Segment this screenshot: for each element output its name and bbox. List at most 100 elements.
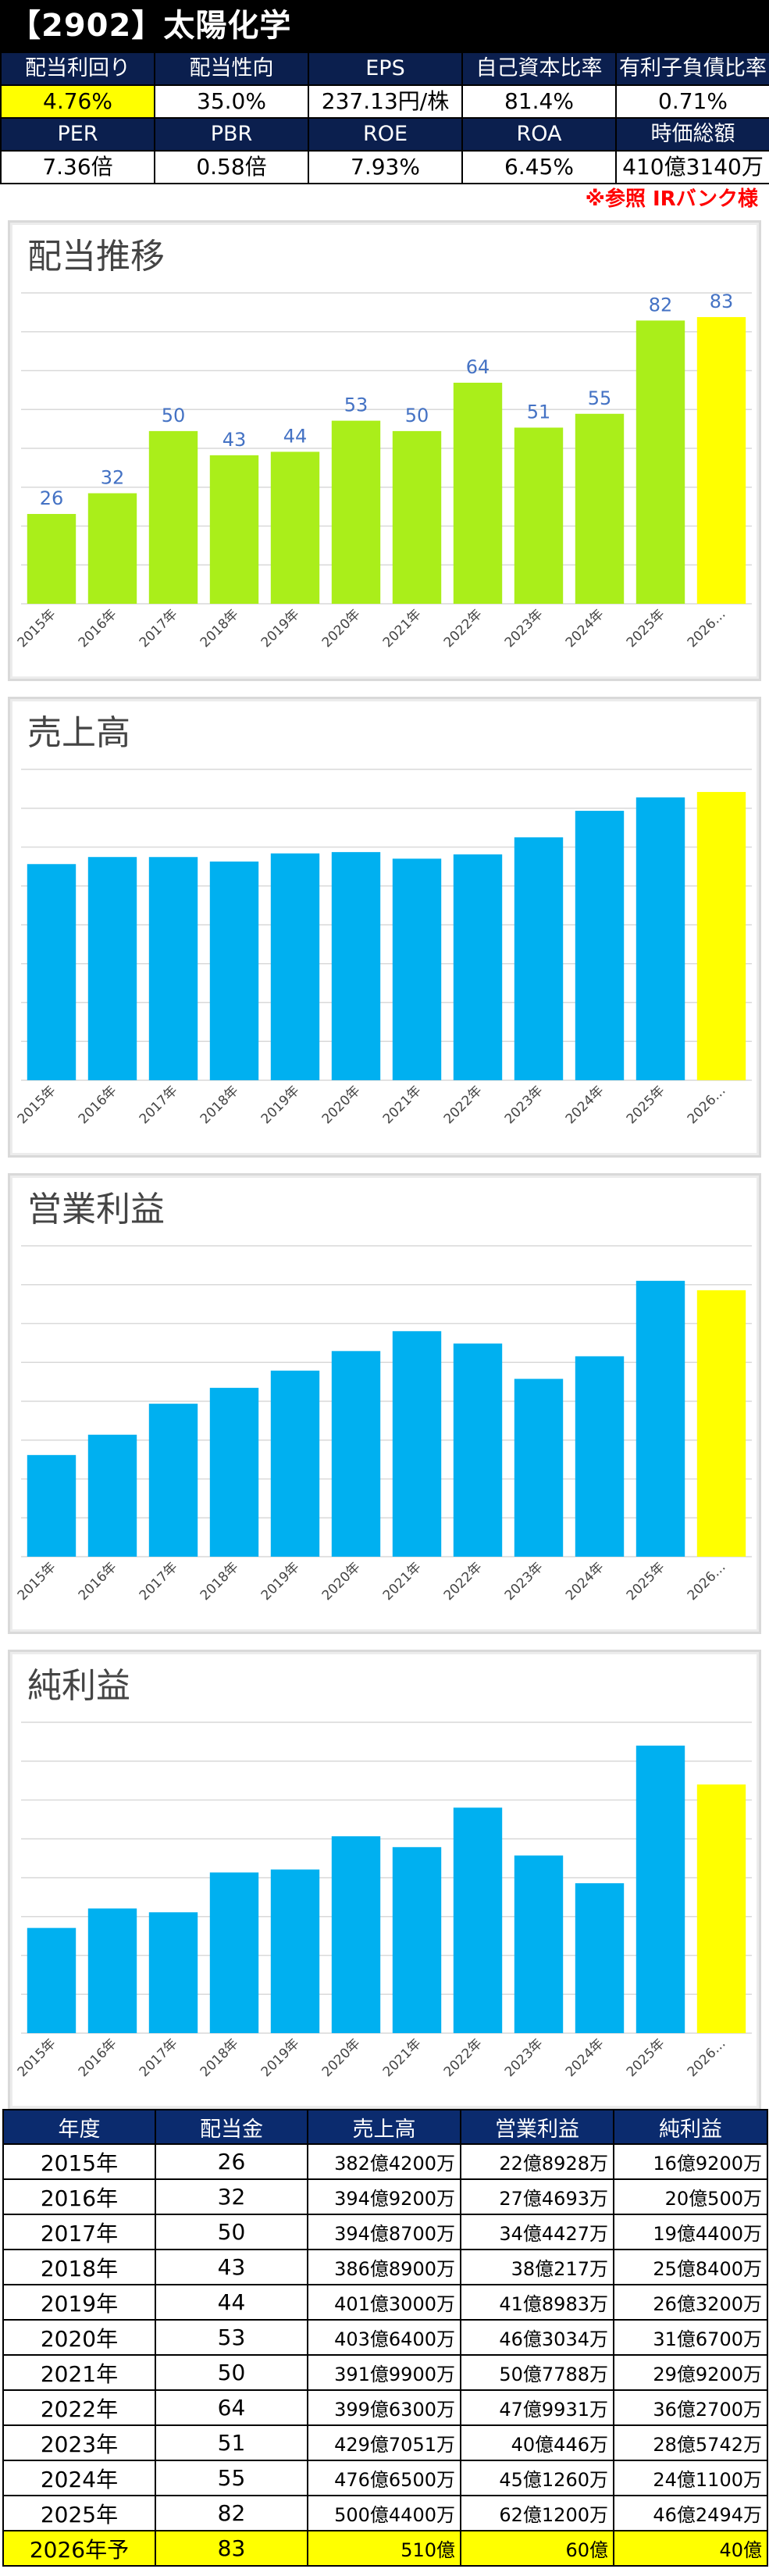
- operating-profit-tick-label: 2026…: [685, 1559, 729, 1604]
- sales-bar: [696, 791, 746, 1080]
- dividend-tick-label: 2024年: [563, 606, 607, 651]
- table-row: 2015年 26 382億4200万 22億8928万 16億9200万: [2, 2143, 768, 2180]
- net-income-bar: [209, 1872, 259, 2033]
- table-cell-net-income: 20億500万: [613, 2178, 768, 2215]
- table-cell-sales: 510億: [307, 2530, 461, 2567]
- table-header-row: 年度 配当金 売上高 営業利益 純利益: [2, 2109, 768, 2145]
- per-value: 7.36倍: [0, 150, 155, 184]
- sales-tick-label: 2018年: [198, 1083, 242, 1127]
- dividend-bar: [392, 430, 442, 604]
- operating-profit-bar: [392, 1331, 442, 1557]
- dividend-bar: [635, 320, 685, 604]
- operating-profit-tick-label: 2022年: [441, 1559, 486, 1604]
- table-cell-operating-profit: 40億446万: [460, 2424, 614, 2461]
- dividend-bar: [514, 427, 564, 604]
- dividend-data-label: 44: [283, 425, 308, 447]
- dividend-tick-label: 2026…: [685, 606, 729, 651]
- net-income-bar: [453, 1807, 503, 2033]
- operating-profit-bar: [696, 1290, 746, 1557]
- table-cell-operating-profit: 34億4427万: [460, 2214, 614, 2250]
- sales-bar: [331, 851, 381, 1080]
- operating-profit-bar: [87, 1434, 137, 1557]
- operating-profit-bar: [575, 1356, 625, 1557]
- dividend-chart-plot: 26 2015年 32 2016年 50 2017年 43 2018年 44 2019年 53 202…: [15, 291, 752, 651]
- table-cell-dividend: 43: [155, 2249, 308, 2285]
- operating-profit-bar: [453, 1343, 503, 1557]
- dividend-yield-label: 配当利回り: [0, 52, 155, 86]
- table-cell-operating-profit: 60億: [460, 2530, 614, 2567]
- table-cell-dividend: 50: [155, 2354, 308, 2391]
- sales-bar: [148, 857, 198, 1080]
- table-cell-net-income: 29億9200万: [613, 2354, 768, 2391]
- table-cell-operating-profit: 38億217万: [460, 2249, 614, 2285]
- net-income-bar: [392, 1846, 442, 2033]
- dividend-data-label: 82: [649, 294, 673, 316]
- operating-profit-bar: [148, 1404, 198, 1557]
- table-cell-sales: 386億8900万: [307, 2249, 461, 2285]
- net-income-tick-label: 2018年: [198, 2035, 242, 2080]
- table-cell-year: 2023年: [2, 2424, 156, 2461]
- col-header-dividend: 配当金: [155, 2109, 308, 2145]
- table-cell-sales: 382億4200万: [307, 2143, 461, 2180]
- dividend-bar: [87, 493, 137, 604]
- roe-label: ROE: [308, 117, 463, 152]
- sales-bar: [453, 854, 503, 1080]
- table-cell-net-income: 31億6700万: [613, 2319, 768, 2356]
- table-row: 2024年 55 476億6500万 45億1260万 24億1100万: [2, 2460, 768, 2496]
- net-income-bar: [331, 1836, 381, 2033]
- operating-profit-bar: [331, 1350, 381, 1557]
- net-income-tick-label: 2016年: [76, 2035, 120, 2080]
- net-income-bar: [27, 1928, 77, 2033]
- net-income-tick-label: 2025年: [624, 2035, 668, 2080]
- net-income-tick-label: 2023年: [502, 2035, 546, 2080]
- table-cell-sales: 476億6500万: [307, 2460, 461, 2496]
- table-cell-operating-profit: 50億7788万: [460, 2354, 614, 2391]
- table-cell-year: 2020年: [2, 2319, 156, 2356]
- operating-profit-tick-label: 2017年: [137, 1559, 181, 1604]
- table-cell-year: 2016年: [2, 2178, 156, 2215]
- net-income-tick-label: 2019年: [258, 2035, 303, 2080]
- dividend-data-label: 32: [101, 466, 125, 488]
- operating-profit-tick-label: 2025年: [624, 1559, 668, 1604]
- table-cell-dividend: 53: [155, 2319, 308, 2356]
- eps-label: EPS: [308, 52, 463, 86]
- operating-profit-tick-label: 2016年: [76, 1559, 120, 1604]
- table-cell-sales: 391億9900万: [307, 2354, 461, 2391]
- col-header-net-income: 純利益: [613, 2109, 768, 2145]
- sales-tick-label: 2022年: [441, 1083, 486, 1127]
- debt-ratio-value: 0.71%: [615, 84, 769, 119]
- metrics-table: 配当利回り 配当性向 EPS 自己資本比率 有利子負債比率 4.76% 35.0…: [0, 52, 769, 184]
- table-row: 2019年 44 401億3000万 41億8983万 26億3200万: [2, 2284, 768, 2321]
- sales-tick-label: 2019年: [258, 1083, 303, 1127]
- table-row: 2017年 50 394億8700万 34億4427万 19億4400万: [2, 2214, 768, 2250]
- operating-profit-tick-label: 2023年: [502, 1559, 546, 1604]
- table-cell-operating-profit: 27億4693万: [460, 2178, 614, 2215]
- sales-tick-label: 2026…: [685, 1083, 729, 1127]
- table-cell-sales: 500億4400万: [307, 2495, 461, 2531]
- table-cell-operating-profit: 62億1200万: [460, 2495, 614, 2531]
- operating-profit-bar: [270, 1370, 320, 1557]
- table-row: 2018年 43 386億8900万 38億217万 25億8400万: [2, 2249, 768, 2285]
- dividend-bar: [209, 455, 259, 604]
- operating-profit-chart-title: 営業利益: [27, 1190, 165, 1229]
- table-cell-net-income: 28億5742万: [613, 2424, 768, 2461]
- table-body: 2015年 26 382億4200万 22億8928万 16億9200万 2016年 32 3…: [2, 2143, 768, 2567]
- net-income-bar: [635, 1745, 685, 2033]
- source-note: ※参照 IRバンク様: [585, 187, 758, 211]
- table-cell-year: 2022年: [2, 2389, 156, 2426]
- operating-profit-tick-label: 2024年: [563, 1559, 607, 1604]
- table-cell-net-income: 16億9200万: [613, 2143, 768, 2180]
- net-income-tick-label: 2021年: [380, 2035, 425, 2080]
- sales-chart-title: 売上高: [27, 713, 130, 753]
- table-cell-dividend: 82: [155, 2495, 308, 2531]
- table-cell-dividend: 32: [155, 2178, 308, 2215]
- table-cell-net-income: 19億4400万: [613, 2214, 768, 2250]
- payout-ratio-value: 35.0%: [154, 84, 309, 119]
- table-cell-year: 2024年: [2, 2460, 156, 2496]
- operating-profit-bar: [209, 1387, 259, 1557]
- table-cell-dividend: 50: [155, 2214, 308, 2250]
- table-cell-dividend: 64: [155, 2389, 308, 2426]
- sales-tick-label: 2016年: [76, 1083, 120, 1127]
- market-cap-label: 時価総額: [615, 117, 769, 152]
- pbr-value: 0.58倍: [154, 150, 309, 184]
